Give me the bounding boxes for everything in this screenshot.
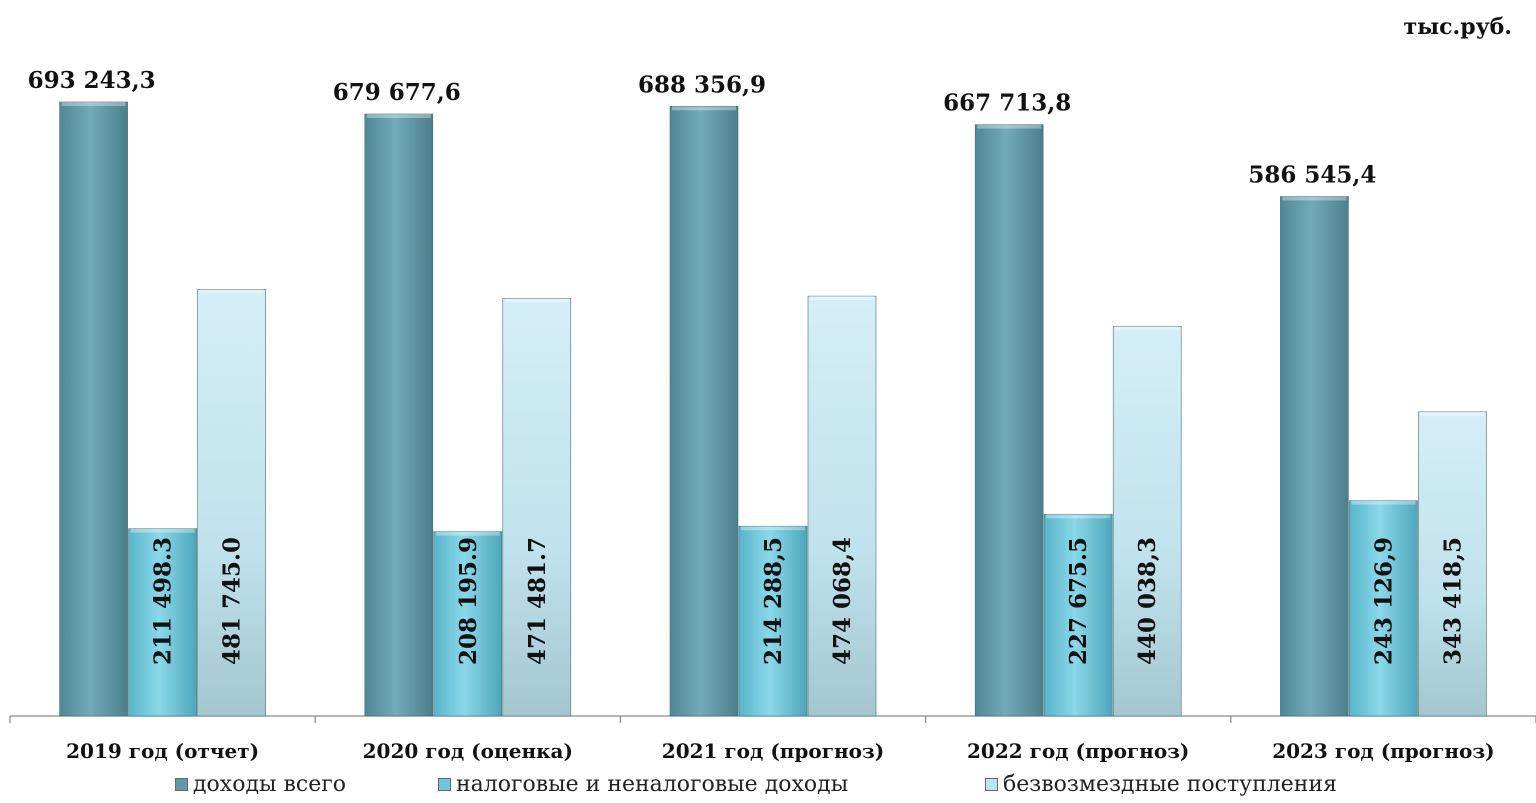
bar [433, 531, 503, 717]
bar-highlight [199, 289, 264, 294]
bar [1349, 500, 1418, 717]
bar [1043, 514, 1113, 717]
legend-swatch-grants [985, 778, 998, 791]
legend-item-grants: безвозмездные поступления [985, 772, 1337, 797]
bar-highlight [61, 101, 126, 106]
bar-highlight [672, 106, 736, 111]
bar [128, 528, 197, 717]
bar [669, 106, 739, 717]
legend: доходы всего налоговые и неналоговые дох… [0, 772, 1536, 802]
bar-highlight [1420, 411, 1485, 416]
bar-highlight [435, 531, 500, 536]
data-label: 586 545,4 [1248, 161, 1376, 188]
bar [364, 113, 434, 717]
legend-label-grants: безвозмездные поступления [1003, 772, 1337, 797]
bar-highlight [504, 298, 569, 303]
bar-chart: 2019 год (отчет) 693 243,3 211 498.3 481 74… [9, 67, 1536, 763]
data-label: 481 745.0 [219, 537, 246, 665]
data-label: 667 713,8 [943, 90, 1071, 117]
data-label: 208 195.9 [455, 537, 482, 665]
bar-highlight [130, 528, 195, 533]
data-label: 688 356,9 [638, 71, 766, 98]
bar-highlight [1351, 500, 1416, 505]
data-label: 679 677,6 [333, 79, 461, 106]
data-label: 343 418,5 [1439, 537, 1466, 665]
bar [738, 525, 808, 717]
legend-item-total: доходы всего [175, 772, 346, 797]
bar [502, 298, 572, 717]
x-tick-label: 2023 год (прогноз) [1272, 739, 1494, 763]
data-label: 211 498.3 [150, 537, 177, 665]
bar [1112, 325, 1182, 717]
legend-swatch-total [175, 778, 188, 791]
x-tick-label: 2020 год (оценка) [363, 739, 573, 763]
bar-highlight [741, 526, 805, 531]
legend-label-tax: налоговые и неналоговые доходы [456, 772, 849, 797]
x-tick-label: 2021 год (прогноз) [662, 739, 884, 763]
data-label: 440 038,3 [1134, 537, 1161, 665]
unit-label: тыс.руб. [1403, 14, 1512, 40]
legend-item-tax: налоговые и неналоговые доходы [438, 772, 848, 797]
legend-swatch-tax [438, 778, 451, 791]
bar [807, 295, 877, 717]
bar [974, 124, 1044, 717]
bar-highlight [1115, 326, 1180, 331]
data-label: 214 288,5 [760, 537, 787, 665]
data-label: 243 126,9 [1370, 537, 1397, 665]
data-label: 474 068,4 [829, 537, 856, 665]
legend-label-total: доходы всего [193, 772, 346, 797]
bar-highlight [977, 124, 1042, 129]
bar [197, 289, 266, 717]
bar-highlight [366, 113, 431, 118]
data-label: 471 481.7 [524, 537, 551, 665]
bar-highlight [1046, 514, 1111, 519]
bar-highlight [810, 296, 874, 301]
bar [59, 101, 128, 717]
x-tick-label: 2019 год (отчет) [66, 739, 259, 763]
data-label: 693 243,3 [28, 67, 156, 94]
bar [1280, 196, 1349, 717]
bar [1418, 411, 1487, 717]
data-label: 227 675.5 [1065, 537, 1092, 665]
bar-highlight [1282, 196, 1347, 201]
x-tick-label: 2022 год (прогноз) [967, 739, 1189, 763]
